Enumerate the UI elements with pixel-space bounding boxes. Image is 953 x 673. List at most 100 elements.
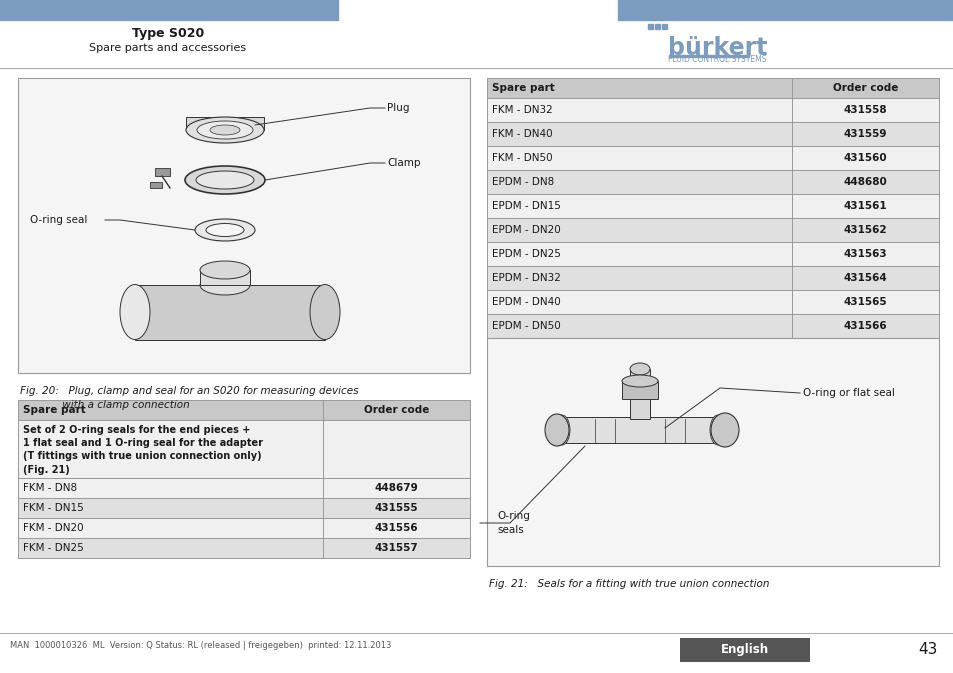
Bar — [18, 400, 323, 420]
Text: EPDM - DN25: EPDM - DN25 — [492, 249, 560, 259]
Ellipse shape — [186, 117, 264, 143]
Bar — [486, 98, 791, 122]
Bar — [486, 290, 791, 314]
Ellipse shape — [210, 125, 240, 135]
Ellipse shape — [710, 413, 739, 447]
Ellipse shape — [200, 275, 250, 295]
Text: 431555: 431555 — [375, 503, 417, 513]
Bar — [200, 270, 250, 285]
Text: FKM - DN20: FKM - DN20 — [23, 523, 84, 533]
Bar — [679, 638, 809, 662]
Text: EPDM - DN32: EPDM - DN32 — [492, 273, 560, 283]
Bar — [0, 0, 337, 20]
Text: FKM - DN50: FKM - DN50 — [492, 153, 552, 163]
Text: Spare part: Spare part — [23, 405, 86, 415]
Text: 43: 43 — [918, 643, 937, 658]
Bar — [486, 266, 791, 290]
Text: Fig. 21:   Seals for a fitting with true union connection: Fig. 21: Seals for a fitting with true u… — [489, 579, 769, 589]
Text: Spare part: Spare part — [492, 83, 554, 93]
Bar — [486, 194, 791, 218]
Text: EPDM - DN50: EPDM - DN50 — [492, 321, 560, 331]
Bar — [486, 218, 791, 242]
Text: Clamp: Clamp — [387, 158, 420, 168]
Text: FKM - DN32: FKM - DN32 — [492, 105, 552, 115]
Bar — [791, 146, 938, 170]
Text: Set of 2 O-ring seals for the end pieces +
1 flat seal and 1 O-ring seal for the: Set of 2 O-ring seals for the end pieces… — [23, 425, 263, 474]
Bar — [647, 24, 652, 29]
Ellipse shape — [120, 285, 150, 339]
Text: FKM - DN40: FKM - DN40 — [492, 129, 552, 139]
Ellipse shape — [195, 171, 253, 189]
Ellipse shape — [206, 223, 244, 236]
Text: 431556: 431556 — [375, 523, 417, 533]
Text: 431560: 431560 — [842, 153, 886, 163]
Bar — [154, 168, 170, 176]
Bar — [791, 78, 938, 98]
Text: FKM - DN8: FKM - DN8 — [23, 483, 77, 493]
Bar — [655, 24, 659, 29]
Bar — [621, 381, 658, 399]
Text: 448680: 448680 — [842, 177, 886, 187]
Bar — [323, 498, 470, 518]
Bar — [486, 242, 791, 266]
Bar — [18, 78, 470, 373]
Ellipse shape — [185, 166, 265, 194]
Bar — [791, 290, 938, 314]
Text: O-ring seal: O-ring seal — [30, 215, 88, 225]
Ellipse shape — [709, 415, 725, 445]
Bar — [564, 417, 714, 443]
Text: Fig. 20:   Plug, clamp and seal for an S020 for measuring devices: Fig. 20: Plug, clamp and seal for an S02… — [20, 386, 358, 396]
Text: bürkert: bürkert — [667, 36, 767, 60]
Bar — [18, 478, 323, 498]
Text: 431563: 431563 — [842, 249, 886, 259]
Bar — [323, 538, 470, 558]
Text: with a clamp connection: with a clamp connection — [20, 400, 190, 410]
Bar — [791, 266, 938, 290]
Text: EPDM - DN40: EPDM - DN40 — [492, 297, 560, 307]
Text: 431559: 431559 — [842, 129, 886, 139]
Ellipse shape — [310, 285, 339, 339]
Text: 431564: 431564 — [842, 273, 886, 283]
Bar — [186, 117, 264, 130]
Ellipse shape — [194, 219, 254, 241]
Bar — [18, 498, 323, 518]
Bar — [791, 194, 938, 218]
Ellipse shape — [544, 414, 568, 446]
Bar — [618, 0, 953, 20]
Text: O-ring or flat seal: O-ring or flat seal — [802, 388, 894, 398]
Text: Type S020: Type S020 — [132, 26, 204, 40]
Text: Order code: Order code — [832, 83, 897, 93]
Text: 431561: 431561 — [842, 201, 886, 211]
Bar — [791, 170, 938, 194]
Text: 431562: 431562 — [842, 225, 886, 235]
Text: O-ring: O-ring — [497, 511, 529, 521]
Bar — [18, 420, 323, 478]
Bar — [668, 55, 748, 57]
Text: EPDM - DN8: EPDM - DN8 — [492, 177, 554, 187]
Text: Order code: Order code — [363, 405, 429, 415]
Text: 448679: 448679 — [375, 483, 418, 493]
Bar — [486, 314, 791, 338]
Text: 431557: 431557 — [375, 543, 418, 553]
Bar — [323, 400, 470, 420]
Bar — [486, 146, 791, 170]
Bar — [791, 242, 938, 266]
Ellipse shape — [621, 375, 658, 387]
Bar — [629, 369, 649, 419]
Text: Spare parts and accessories: Spare parts and accessories — [90, 43, 246, 53]
Text: 431558: 431558 — [842, 105, 886, 115]
Bar — [135, 285, 325, 340]
Ellipse shape — [554, 415, 569, 445]
Bar — [791, 122, 938, 146]
Bar — [18, 538, 323, 558]
Text: FLUID CONTROL SYSTEMS: FLUID CONTROL SYSTEMS — [667, 55, 765, 65]
Bar — [791, 98, 938, 122]
Text: 431566: 431566 — [842, 321, 886, 331]
Bar — [486, 170, 791, 194]
Bar — [323, 478, 470, 498]
Bar — [791, 218, 938, 242]
Ellipse shape — [200, 261, 250, 279]
Ellipse shape — [196, 121, 253, 139]
Bar — [150, 182, 162, 188]
Bar — [486, 338, 938, 566]
